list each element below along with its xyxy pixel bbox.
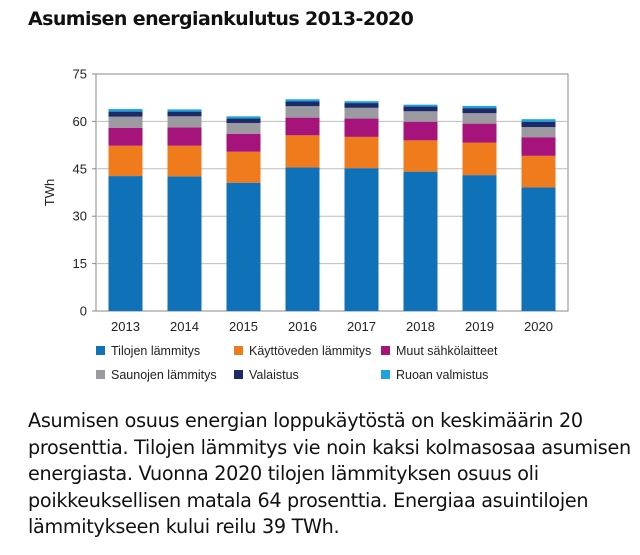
chart-caption: Asumisen osuus energian loppukäytöstä on… (28, 409, 631, 538)
bar-segment (344, 118, 379, 137)
legend-swatch (96, 370, 105, 379)
bar-segment (344, 168, 379, 311)
bar-segment (285, 167, 320, 311)
legend-label: Muut sähkölaitteet (396, 344, 498, 358)
bar-segment (226, 118, 261, 123)
bar-segment (167, 145, 202, 177)
legend-label: Valaistus (249, 368, 299, 382)
bar-segment (285, 101, 320, 107)
legend-label: Käyttöveden lämmitys (249, 344, 371, 358)
bar-segment (521, 121, 556, 128)
bar-segment (403, 171, 438, 311)
bar-segment (285, 135, 320, 168)
bar-segment (521, 187, 556, 311)
legend-label: Ruoan valmistus (396, 368, 488, 382)
bar-segment (285, 106, 320, 118)
bar-segment (226, 151, 261, 183)
bar-segment (344, 101, 379, 104)
bar-segment (521, 127, 556, 138)
bar-segment (403, 111, 438, 122)
y-tick-label: 30 (73, 209, 87, 224)
bar-segment (521, 155, 556, 188)
legend-swatch (381, 346, 390, 355)
y-tick-label: 75 (73, 67, 87, 82)
y-tick-label: 0 (80, 304, 87, 319)
x-tick-label: 2020 (524, 319, 553, 334)
legend-label: Tilojen lämmitys (111, 344, 200, 358)
x-tick-label: 2016 (288, 319, 317, 334)
x-tick-label: 2015 (229, 319, 258, 334)
bar-segment (462, 113, 497, 124)
bar-segment (344, 107, 379, 119)
bar-segment (226, 182, 261, 311)
x-tick-label: 2018 (406, 319, 435, 334)
bar-segment (226, 122, 261, 134)
bar-segment (285, 117, 320, 136)
bar-segment (108, 145, 143, 177)
bar-segment (403, 106, 438, 112)
bar-segment (462, 142, 497, 176)
bar-segment (167, 116, 202, 128)
y-tick-label: 60 (73, 114, 87, 129)
x-tick-label: 2014 (170, 319, 199, 334)
bar-segment (403, 140, 438, 172)
legend-swatch (381, 370, 390, 379)
bar-segment (403, 104, 438, 107)
legend-label: Saunojen lämmitys (111, 368, 217, 382)
bar-segment (521, 119, 556, 122)
bar-segment (344, 136, 379, 169)
y-axis-label: TWh (42, 179, 57, 206)
x-tick-label: 2019 (465, 319, 494, 334)
bar-segment (167, 176, 202, 311)
bar-segment (462, 175, 497, 311)
bar-segment (167, 109, 202, 112)
legend-swatch (234, 346, 243, 355)
bar-segment (108, 116, 143, 128)
x-tick-label: 2017 (347, 319, 376, 334)
bar-segment (462, 123, 497, 143)
bar-segment (462, 108, 497, 114)
bar-segment (108, 109, 143, 112)
stacked-bar-chart: 0 15 30 45 60 75 TWh 2013 2014 2015 2016 2017 2018 20… (42, 67, 569, 382)
bar-segment (521, 137, 556, 156)
plot-frame (95, 73, 569, 312)
legend-swatch (234, 370, 243, 379)
bar-segment (403, 121, 438, 141)
bar-segment (108, 176, 143, 311)
bar-segment (226, 116, 261, 119)
bar-segment (167, 111, 202, 117)
bar-segment (344, 103, 379, 108)
chart-title: Asumisen energiankulutus 2013-2020 (28, 8, 414, 30)
bar-segment (108, 111, 143, 117)
bar-segment (108, 127, 143, 146)
legend-swatch (96, 346, 105, 355)
bar-segment (167, 127, 202, 146)
y-tick-label: 15 (73, 256, 87, 271)
bar-segment (285, 99, 320, 102)
x-tick-label: 2013 (111, 319, 140, 334)
y-tick-label: 45 (73, 161, 87, 176)
chart-container: 0 15 30 45 60 75 TWh 2013 2014 2015 2016 2017 2018 20… (42, 67, 569, 382)
bar-segment (462, 105, 497, 109)
bar-segment (226, 133, 261, 152)
